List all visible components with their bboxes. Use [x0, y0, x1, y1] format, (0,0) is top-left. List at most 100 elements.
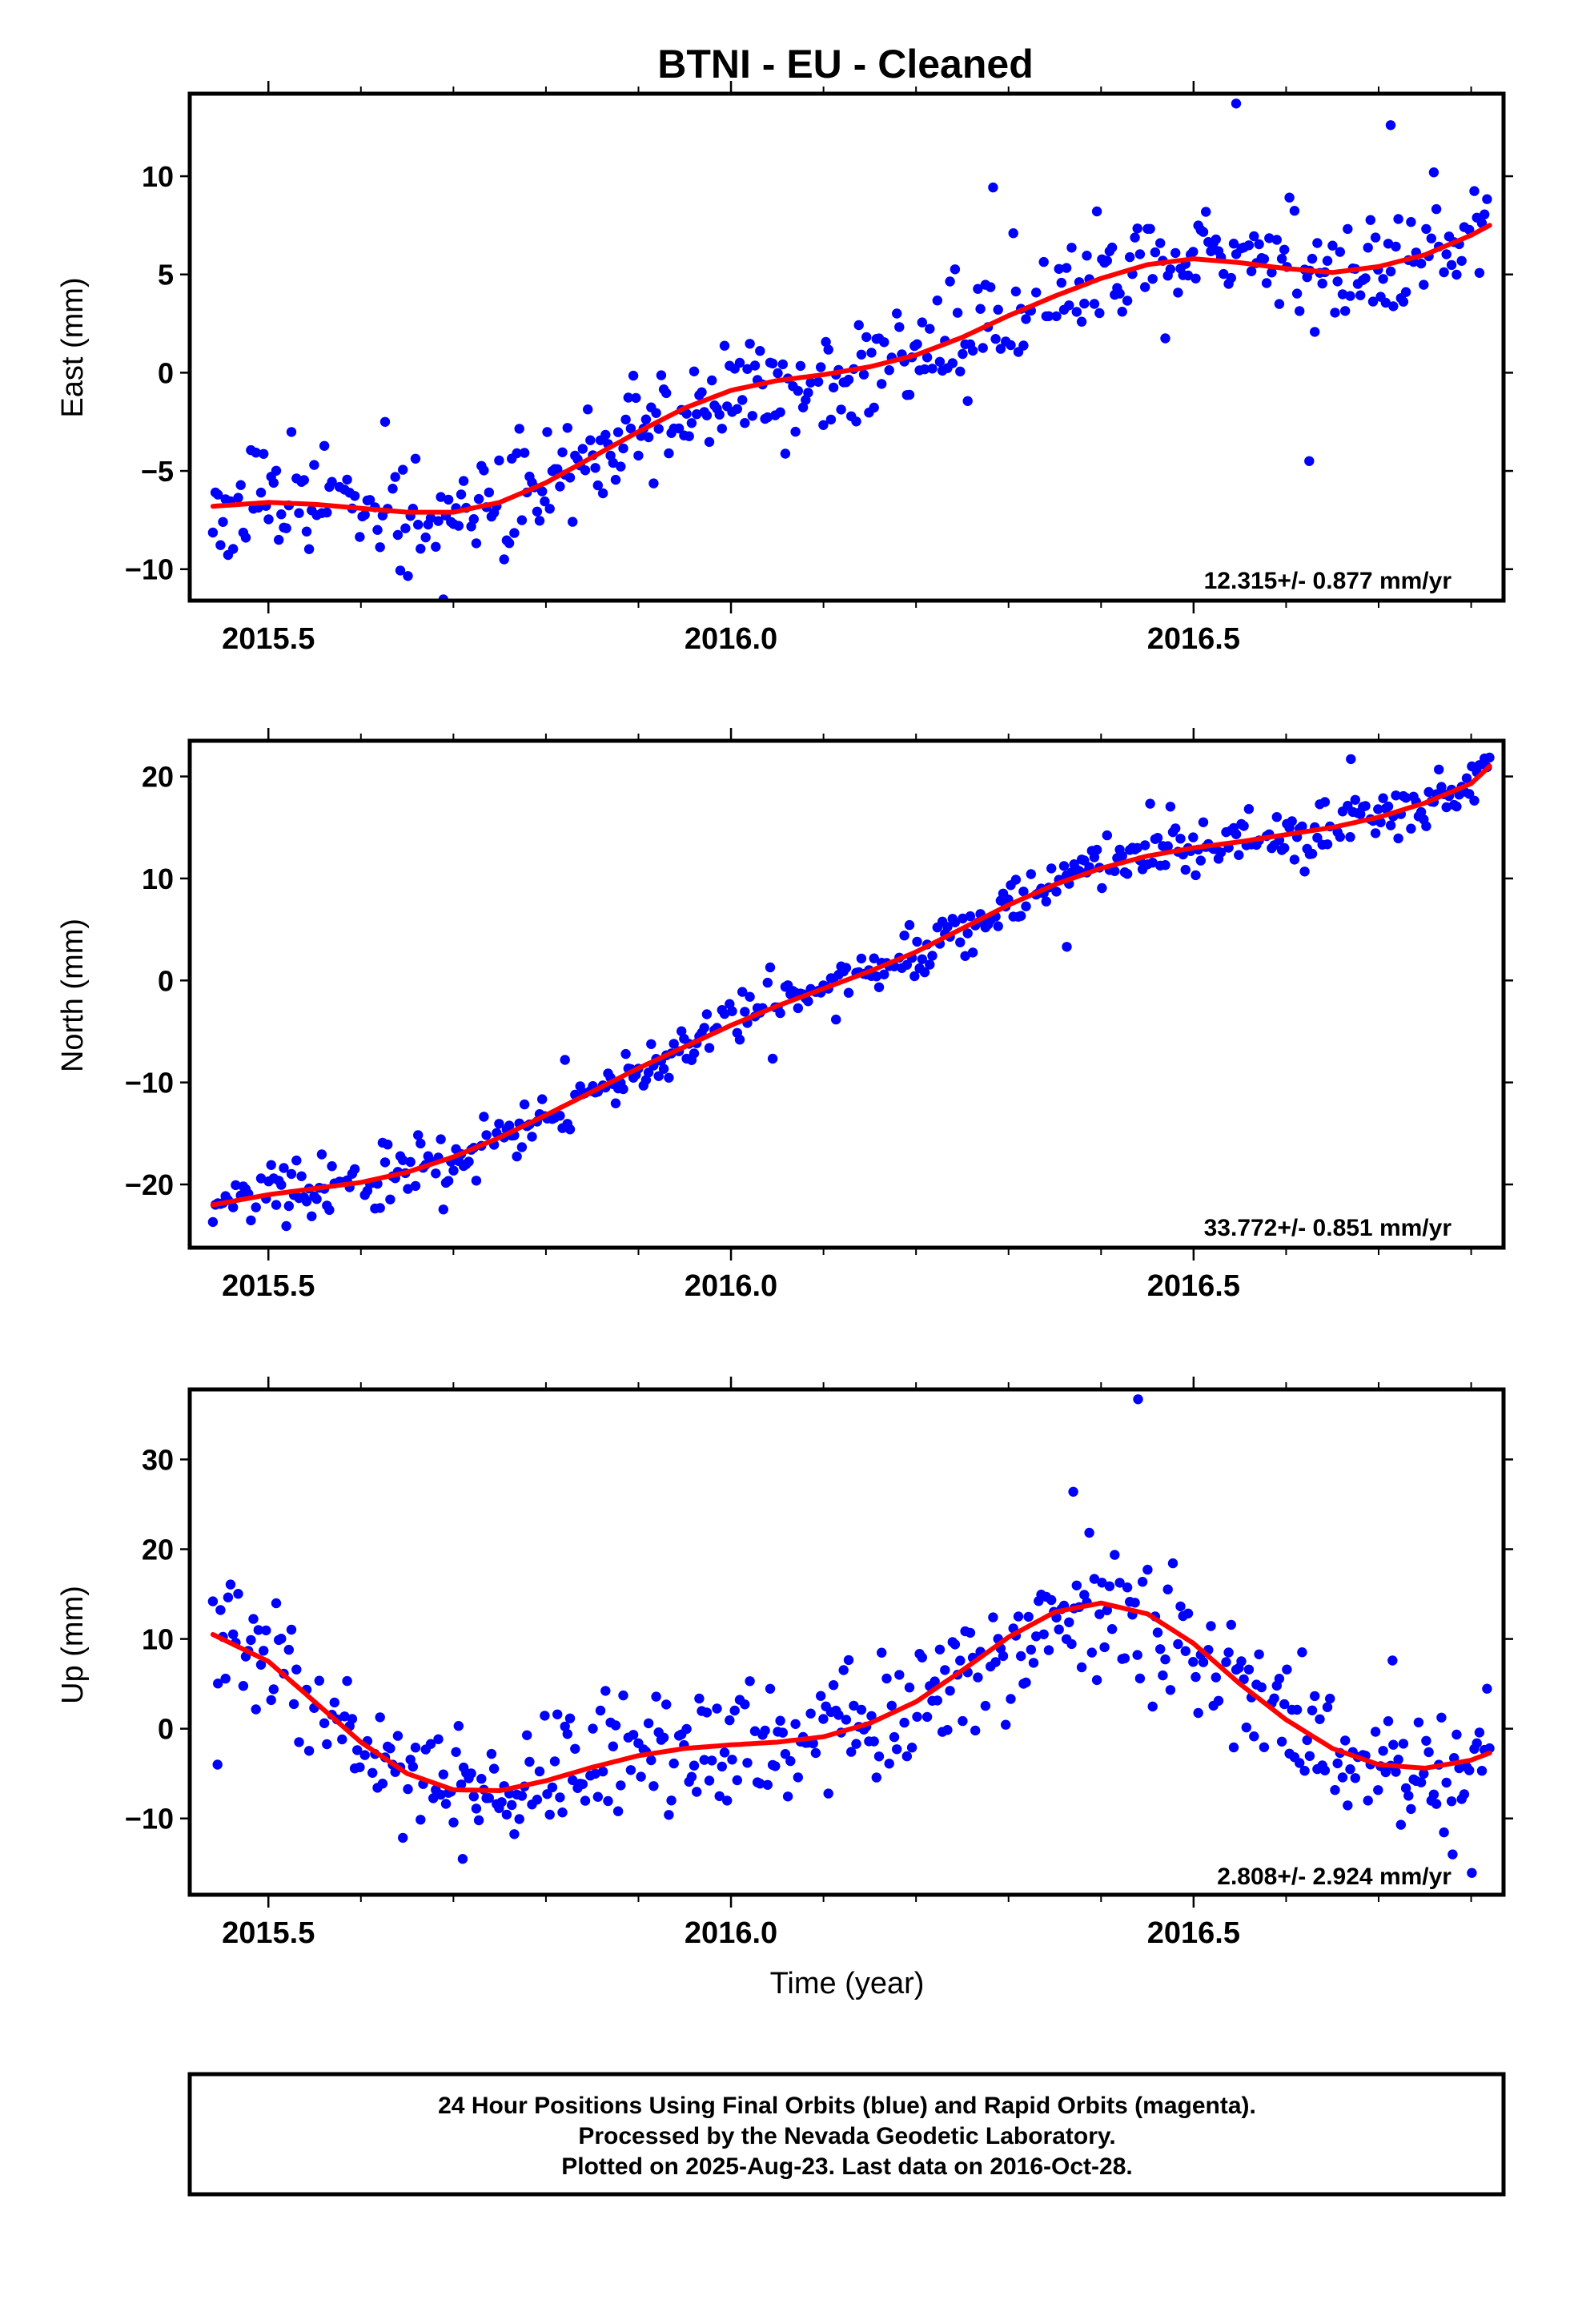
east-data-point — [894, 322, 905, 332]
east-data-point — [925, 324, 935, 334]
up-data-point — [988, 1612, 998, 1622]
up-data-point — [562, 1729, 572, 1739]
east-data-point — [1415, 258, 1427, 269]
east-data-point — [689, 366, 700, 376]
up-data-point — [355, 1762, 365, 1772]
up-data-point — [873, 1751, 885, 1762]
east-data-point — [1206, 246, 1216, 256]
up-data-point — [1114, 1578, 1125, 1588]
up-data-point — [319, 1718, 330, 1728]
east-data-point — [1327, 240, 1338, 251]
north-data-point — [1091, 844, 1102, 855]
east-data-point — [952, 308, 963, 318]
up-data-point — [428, 1793, 439, 1803]
east-data-point — [1079, 298, 1090, 309]
north-data-point — [793, 1003, 803, 1014]
east-data-point — [1134, 249, 1146, 259]
up-data-point — [1213, 1695, 1224, 1706]
east-data-point — [643, 432, 654, 443]
up-data-point — [1021, 1677, 1031, 1688]
east-data-point — [704, 436, 715, 448]
east-xtick-label: 2016.5 — [1147, 622, 1240, 656]
up-data-point — [403, 1783, 413, 1795]
east-data-point — [1089, 299, 1100, 309]
up-data-point — [782, 1791, 793, 1802]
north-data-point — [843, 987, 854, 998]
north-data-point — [909, 971, 920, 982]
up-data-point — [808, 1738, 818, 1749]
east-data-point — [1322, 255, 1333, 266]
up-data-point — [871, 1772, 882, 1783]
north-data-point — [1180, 864, 1191, 875]
east-data-point — [519, 448, 530, 458]
north-data-point — [1162, 841, 1173, 851]
east-data-point — [410, 453, 421, 464]
east-data-point — [364, 495, 375, 505]
east-data-point — [625, 423, 636, 434]
east-data-point — [1228, 239, 1239, 249]
up-data-point — [1447, 1849, 1458, 1860]
up-data-point — [560, 1721, 570, 1732]
up-data-point — [468, 1791, 479, 1802]
up-data-point — [1454, 1763, 1464, 1774]
up-data-point — [228, 1629, 239, 1640]
east-data-point — [934, 356, 946, 367]
east-data-point — [1452, 269, 1462, 280]
up-data-point — [1464, 1765, 1475, 1775]
east-data-point — [379, 416, 391, 427]
up-data-point — [843, 1655, 854, 1666]
east-data-point — [780, 448, 791, 459]
up-data-point — [1097, 1578, 1107, 1588]
east-data-point — [516, 515, 528, 525]
north-data-point — [704, 1043, 715, 1053]
up-data-point — [1476, 1766, 1488, 1776]
north-data-point — [448, 1165, 459, 1176]
up-data-point — [745, 1676, 755, 1687]
east-data-point — [215, 540, 226, 550]
north-data-point — [560, 1055, 570, 1065]
up-data-point — [899, 1717, 909, 1728]
up-data-point — [1310, 1691, 1320, 1702]
east-data-point — [359, 509, 370, 521]
north-data-point — [286, 1168, 297, 1180]
east-data-point — [1219, 268, 1229, 279]
north-data-point — [575, 1081, 585, 1092]
up-data-point — [729, 1705, 740, 1716]
up-data-point — [1441, 1777, 1452, 1788]
north-data-point — [1415, 806, 1427, 818]
east-data-point — [1018, 340, 1029, 351]
up-data-point — [1299, 1766, 1310, 1776]
up-data-point — [1110, 1550, 1120, 1560]
north-data-point — [653, 1071, 664, 1082]
east-data-point — [793, 385, 803, 396]
up-data-point — [436, 1789, 446, 1800]
east-data-point — [828, 382, 839, 393]
up-data-point — [225, 1579, 236, 1590]
up-data-point — [610, 1720, 621, 1731]
north-data-point — [1051, 887, 1062, 897]
east-data-point — [869, 402, 879, 413]
north-data-point — [1452, 801, 1462, 812]
east-data-point — [562, 423, 572, 433]
up-data-point — [1436, 1712, 1447, 1723]
east-data-point — [1406, 217, 1416, 227]
east-data-point — [734, 357, 745, 368]
east-data-point — [390, 472, 400, 482]
north-data-point — [1350, 794, 1361, 805]
east-data-point — [484, 487, 494, 498]
north-data-point — [904, 919, 915, 931]
up-data-point — [580, 1795, 591, 1806]
up-data-point — [722, 1795, 733, 1806]
up-data-point — [1398, 1739, 1409, 1749]
east-data-point — [1469, 186, 1480, 196]
up-data-point — [1484, 1743, 1495, 1754]
up-data-point — [958, 1715, 968, 1727]
east-data-point — [790, 426, 801, 437]
up-data-point — [805, 1708, 816, 1719]
up-data-point — [719, 1747, 730, 1758]
up-data-point — [1315, 1714, 1325, 1724]
up-data-point — [1343, 1800, 1353, 1811]
east-data-point — [458, 476, 469, 486]
up-data-point — [1467, 1868, 1477, 1878]
up-data-point — [1241, 1722, 1252, 1733]
